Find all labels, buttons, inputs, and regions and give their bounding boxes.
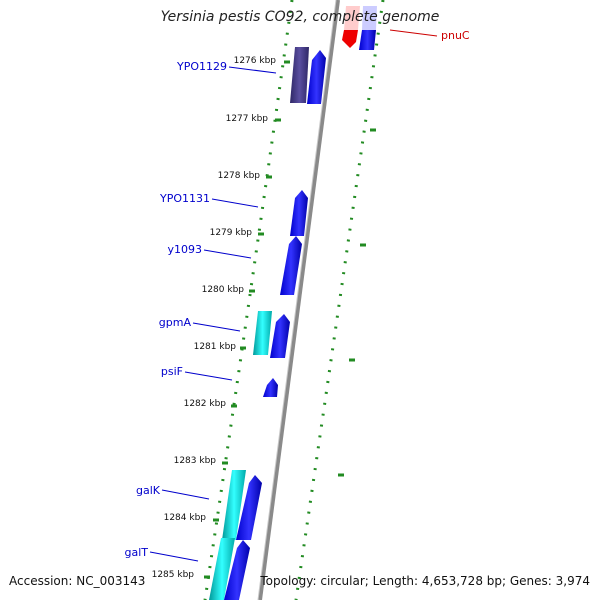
gene-YPO1131 bbox=[290, 190, 308, 236]
gene-label-y1093[interactable]: y1093 bbox=[167, 243, 202, 256]
scale-label: 1277 kbp bbox=[226, 114, 269, 124]
scale-label: 1283 kbp bbox=[174, 456, 217, 466]
gene-pnuC-faded bbox=[344, 6, 360, 30]
reverse-strand-genes bbox=[342, 6, 377, 50]
genome-backbone-highlight bbox=[257, 0, 337, 600]
gene-y1093 bbox=[280, 236, 302, 295]
scale-label: 1278 kbp bbox=[218, 171, 261, 181]
gene-label-pnuC[interactable]: pnuC bbox=[441, 29, 470, 42]
scale-label: 1279 kbp bbox=[210, 228, 253, 238]
scale-label: 1285 kbp bbox=[152, 570, 195, 580]
gene-forward-top bbox=[359, 30, 376, 50]
genome-backbone bbox=[258, 0, 340, 600]
scale-label: 1276 kbp bbox=[234, 56, 277, 66]
gene-label-gpmA[interactable]: gpmA bbox=[159, 316, 192, 329]
scale-label: 1284 kbp bbox=[164, 513, 207, 523]
gene-galK bbox=[236, 475, 262, 540]
gene-forward-top-faded bbox=[362, 6, 377, 30]
genome-summary: Topology: circular; Length: 4,653,728 bp… bbox=[260, 574, 590, 588]
gene-galT bbox=[224, 540, 250, 600]
gene-gpmA-cyan bbox=[253, 311, 272, 355]
gene-labels: YPO1129 YPO1131 y1093 gpmA psiF galK gal… bbox=[125, 29, 470, 559]
gene-YPO1129 bbox=[307, 50, 326, 104]
gene-pnuC bbox=[342, 30, 358, 48]
major-ticks bbox=[204, 60, 290, 579]
gene-psiF bbox=[263, 378, 278, 397]
scale-labels: 1276 kbp 1277 kbp 1278 kbp 1279 kbp 1280… bbox=[152, 56, 277, 580]
scale-label: 1280 kbp bbox=[202, 285, 245, 295]
gene-label-galT[interactable]: galT bbox=[125, 546, 149, 559]
gene-galK-cyan bbox=[222, 470, 246, 540]
outer-major-ticks bbox=[338, 128, 376, 477]
gene-gpmA bbox=[270, 314, 290, 358]
map-title: Yersinia pestis CO92, complete genome bbox=[160, 9, 440, 25]
label-leaders bbox=[149, 29, 438, 562]
gene-label-YPO1131[interactable]: YPO1131 bbox=[159, 192, 210, 205]
gene-galT-cyan bbox=[209, 538, 235, 600]
forward-strand-genes bbox=[209, 47, 326, 600]
accession-label: Accession: NC_003143 bbox=[9, 574, 146, 588]
scale-label: 1281 kbp bbox=[194, 342, 237, 352]
scale-label: 1282 kbp bbox=[184, 399, 227, 409]
gene-label-psiF[interactable]: psiF bbox=[161, 365, 183, 378]
gene-YPO1129-dark bbox=[290, 47, 309, 103]
gene-label-galK[interactable]: galK bbox=[136, 484, 161, 497]
gene-label-YPO1129[interactable]: YPO1129 bbox=[176, 60, 227, 73]
